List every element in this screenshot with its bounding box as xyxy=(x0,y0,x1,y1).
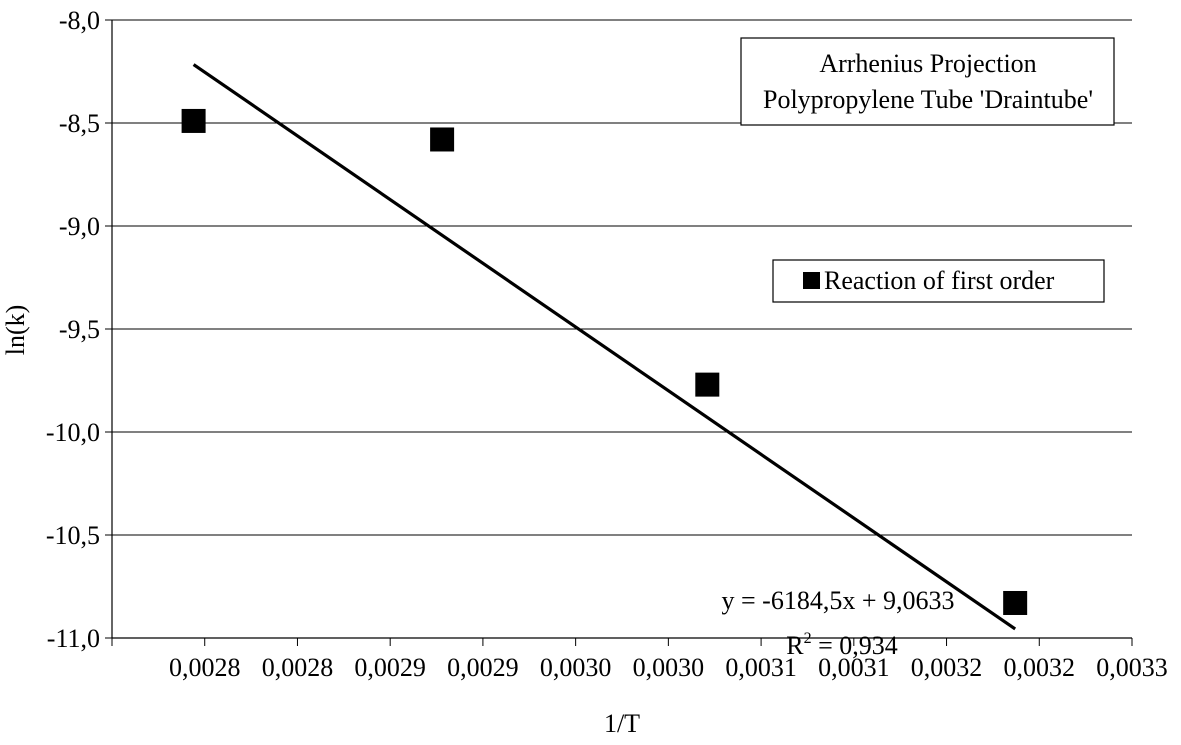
y-tick-label: -10,0 xyxy=(46,418,100,447)
data-point xyxy=(430,127,455,152)
axes xyxy=(105,19,1133,646)
x-tick-label: 0,0033 xyxy=(1096,653,1168,682)
title-line-2: Polypropylene Tube 'Draintube' xyxy=(763,85,1093,114)
legend-frame xyxy=(772,259,1105,303)
x-tick-label: 0,0028 xyxy=(262,653,334,682)
title-line-1: Arrhenius Projection xyxy=(819,49,1036,78)
y-tick-label: -10,5 xyxy=(46,521,100,550)
legend-label: Reaction of first order xyxy=(824,266,1055,295)
y-tick-label: -11,0 xyxy=(47,624,100,653)
r2-label: R xyxy=(786,631,804,660)
x-tick-label: 0,0029 xyxy=(354,653,426,682)
y-axis-title: ln(k) xyxy=(1,305,30,356)
r2-value: = 0,934 xyxy=(812,631,898,660)
legend: Reaction of first order xyxy=(772,259,1105,303)
x-tick-label: 0,0032 xyxy=(1004,653,1076,682)
data-point xyxy=(695,372,720,397)
x-tick-label: 0,0031 xyxy=(818,653,890,682)
title-box: Arrhenius Projection Polypropylene Tube … xyxy=(740,37,1115,126)
title-box-frame xyxy=(740,37,1115,126)
r2-superscript: 2 xyxy=(804,630,812,647)
y-tick-label: -9,0 xyxy=(59,212,100,241)
data-point xyxy=(1003,590,1028,615)
legend-marker xyxy=(803,272,820,289)
trendline-r2: R2 = 0,934 xyxy=(786,630,898,660)
trendline-equation: y = -6184,5x + 9,0633 xyxy=(722,586,955,615)
y-tick-label: -9,5 xyxy=(59,315,100,344)
x-tick-label: 0,0031 xyxy=(725,653,797,682)
trendline-annotation: y = -6184,5x + 9,0633 R2 = 0,934 xyxy=(722,586,955,660)
trendline xyxy=(192,63,1017,631)
y-tick-label: -8,0 xyxy=(59,6,100,35)
x-tick-label: 0,0032 xyxy=(911,653,983,682)
x-tick-label: 0,0028 xyxy=(169,653,241,682)
tick-labels: -8,0 -8,5 -9,0 -9,5 -10,0 -10,5 -11,0 0,0028 0,0… xyxy=(46,6,1168,682)
x-tick-label: 0,0030 xyxy=(633,653,705,682)
data-point xyxy=(181,108,206,133)
x-tick-label: 0,0030 xyxy=(540,653,612,682)
data-points xyxy=(181,108,1028,615)
trendline-group xyxy=(192,63,1017,631)
y-tick-label: -8,5 xyxy=(59,109,100,138)
x-axis-title: 1/T xyxy=(604,709,640,738)
x-tick-label: 0,0029 xyxy=(447,653,519,682)
